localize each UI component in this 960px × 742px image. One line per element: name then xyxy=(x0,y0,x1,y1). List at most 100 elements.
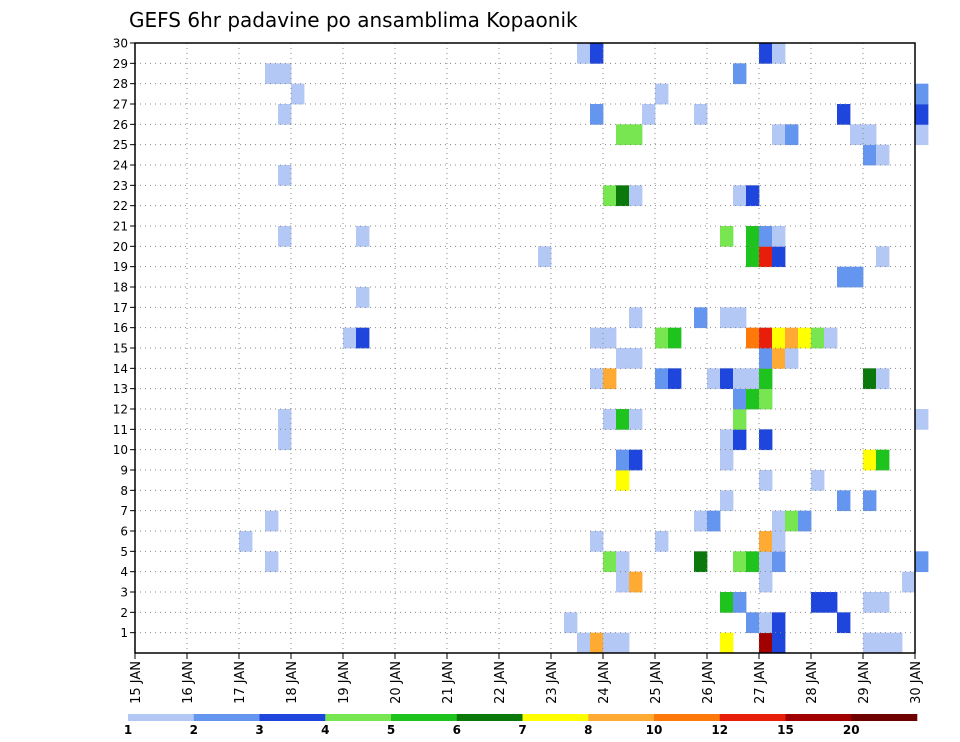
heatmap-cell-118 xyxy=(629,185,643,207)
legend-swatch-8 xyxy=(654,714,721,721)
x-tick-label-10: 25 JAN xyxy=(649,661,664,704)
y-tick-label-15: 15 xyxy=(113,342,128,356)
y-tick-label-21: 21 xyxy=(113,220,128,234)
heatmap-cell-27 xyxy=(616,551,630,573)
x-tick-label-0: 15 JAN xyxy=(129,661,144,704)
heatmap-cell-45 xyxy=(720,490,734,512)
y-axis: 1234567891011121314151617181920212223242… xyxy=(113,37,135,640)
heatmap-cell-63 xyxy=(629,409,643,430)
heatmap-cell-139 xyxy=(915,83,929,105)
legend-swatch-9 xyxy=(719,714,786,721)
heatmap-cell-119 xyxy=(733,185,747,207)
heatmap-cell-108 xyxy=(772,246,786,268)
heatmap-cell-141 xyxy=(278,63,292,85)
heatmap-cell-87 xyxy=(590,327,604,349)
heatmap-cell-92 xyxy=(759,327,773,349)
legend-swatch-5 xyxy=(456,714,523,721)
legend-label-7: 7 xyxy=(518,723,526,737)
heatmap-cell-138 xyxy=(655,83,669,105)
heatmap-cell-26 xyxy=(603,551,617,573)
x-tick-label-4: 19 JAN xyxy=(337,661,352,704)
x-tick-label-15: 30 JAN xyxy=(909,661,924,704)
heatmap-cell-88 xyxy=(603,327,617,349)
x-tick-label-11: 26 JAN xyxy=(701,661,716,704)
heatmap-cell-133 xyxy=(642,104,656,125)
legend-swatch-2 xyxy=(259,714,326,721)
heatmap-cell-49 xyxy=(759,470,773,491)
heatmap-cell-42 xyxy=(772,510,786,532)
legend-label-6: 6 xyxy=(453,723,461,737)
heatmap-cell-1 xyxy=(590,632,604,654)
heatmap-cell-66 xyxy=(733,388,747,410)
heatmap-cell-95 xyxy=(798,327,812,349)
heatmap-cell-23 xyxy=(759,571,773,593)
heatmap-cell-103 xyxy=(837,266,851,288)
heatmap-cell-125 xyxy=(629,124,643,146)
y-tick-label-24: 24 xyxy=(113,159,128,173)
legend-label-3: 3 xyxy=(255,723,263,737)
heatmap-cell-72 xyxy=(668,368,682,390)
heatmap-cell-11 xyxy=(746,612,760,634)
x-tick-label-9: 24 JAN xyxy=(597,661,612,704)
heatmap-cell-24 xyxy=(902,571,916,593)
heatmap-cell-52 xyxy=(629,449,643,471)
legend-label-15: 15 xyxy=(777,723,794,737)
heatmap-cell-62 xyxy=(616,409,630,430)
heatmap-cell-98 xyxy=(629,307,643,329)
heatmap-cell-70 xyxy=(603,368,617,390)
y-tick-label-23: 23 xyxy=(113,179,128,193)
heatmap-cell-109 xyxy=(876,246,890,268)
heatmap-cell-29 xyxy=(733,551,747,573)
legend-swatch-7 xyxy=(588,714,655,721)
y-tick-label-22: 22 xyxy=(113,199,128,213)
legend-swatch-11 xyxy=(851,714,918,721)
heatmap-cell-56 xyxy=(278,429,292,451)
x-tick-label-6: 21 JAN xyxy=(441,661,456,704)
heatmap-cell-106 xyxy=(746,246,760,268)
heatmap-cell-0 xyxy=(577,632,591,654)
heatmap-cell-111 xyxy=(356,226,370,247)
y-tick-label-19: 19 xyxy=(113,260,128,274)
heatmap-cell-143 xyxy=(577,43,591,64)
heatmap-cell-82 xyxy=(759,348,773,369)
heatmap-cell-20 xyxy=(876,592,890,613)
y-tick-label-26: 26 xyxy=(113,118,128,132)
heatmap-cell-130 xyxy=(915,124,929,146)
heatmap-cell-99 xyxy=(694,307,708,329)
x-axis: 15 JAN 16 JAN 17 JAN 18 JAN 19 JAN 20 JAN 21 J… xyxy=(129,653,924,704)
y-tick-label-16: 16 xyxy=(113,321,128,335)
heatmap-cell-12 xyxy=(759,612,773,634)
y-tick-label-25: 25 xyxy=(113,138,128,152)
heatmap-cell-124 xyxy=(616,124,630,146)
y-tick-label-4: 4 xyxy=(120,565,128,579)
heatmap-cell-102 xyxy=(356,287,370,308)
heatmap-cell-37 xyxy=(759,531,773,552)
heatmap-cell-117 xyxy=(616,185,630,207)
heatmap-cell-34 xyxy=(239,531,253,552)
heatmap-cell-135 xyxy=(837,104,851,125)
heatmap-cell-137 xyxy=(291,83,305,105)
heatmap-cell-107 xyxy=(759,246,773,268)
heatmap-cell-28 xyxy=(694,551,708,573)
legend-swatch-1 xyxy=(193,714,260,721)
heatmap-cell-59 xyxy=(759,429,773,451)
heatmap-cell-78 xyxy=(863,368,877,390)
heatmap-cell-126 xyxy=(772,124,786,146)
heatmap-cell-53 xyxy=(720,449,734,471)
heatmap-cell-116 xyxy=(603,185,617,207)
heatmap-cell-5 xyxy=(759,632,773,654)
x-tick-label-1: 16 JAN xyxy=(181,661,196,704)
heatmap-cell-142 xyxy=(733,63,747,85)
y-tick-label-3: 3 xyxy=(120,586,128,600)
heatmap-cell-7 xyxy=(863,632,877,654)
heatmap-cell-6 xyxy=(772,632,786,654)
heatmap-cell-110 xyxy=(278,226,292,247)
heatmap-cell-16 xyxy=(733,592,747,613)
heatmap-cell-113 xyxy=(746,226,760,247)
heatmap-cell-86 xyxy=(356,327,370,349)
heatmap-cell-73 xyxy=(707,368,721,390)
heatmap-cell-129 xyxy=(863,124,877,146)
heatmap-cell-22 xyxy=(629,571,643,593)
y-tick-label-13: 13 xyxy=(113,382,128,396)
